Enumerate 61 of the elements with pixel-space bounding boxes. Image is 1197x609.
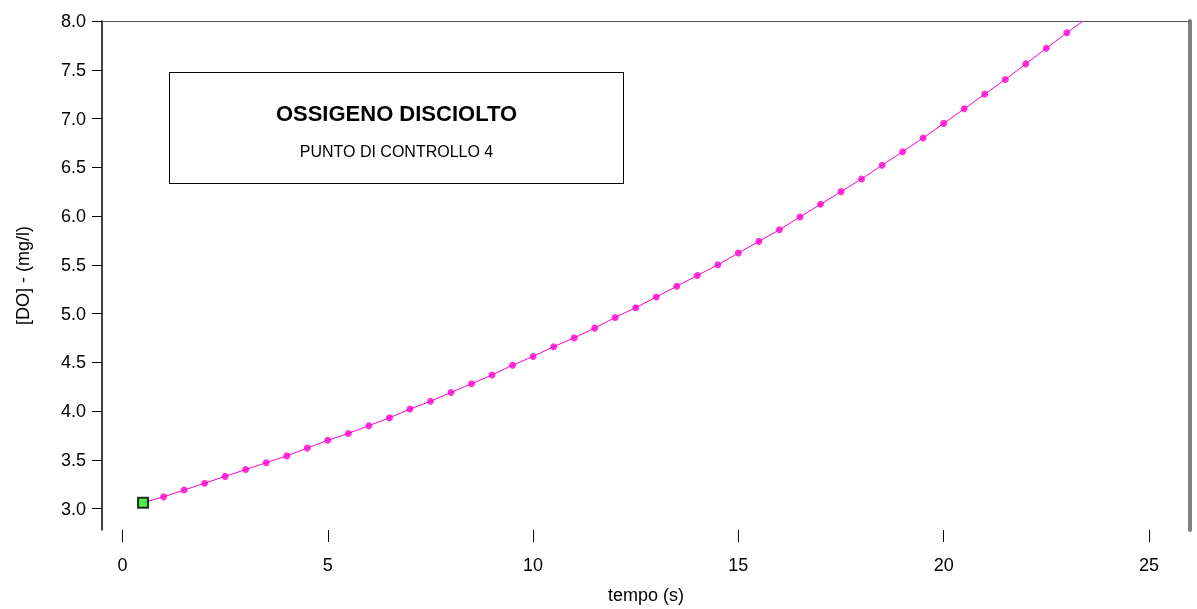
y-tick-label: 7.5 [60, 59, 86, 80]
y-tick-label: 3.0 [60, 498, 86, 519]
point [940, 119, 948, 127]
point [1022, 60, 1030, 68]
point [899, 148, 907, 156]
y-axis-title: [DO] - (mg/l) [13, 226, 33, 325]
point [550, 343, 558, 351]
point [591, 324, 599, 332]
point [344, 429, 352, 437]
point [509, 361, 517, 369]
point [1001, 76, 1009, 83]
point [981, 90, 989, 98]
y-tick-label: 8.0 [60, 11, 86, 31]
point [570, 334, 578, 342]
x-tick-label: 25 [1138, 555, 1159, 575]
y-tick-label: 5.0 [60, 303, 86, 324]
point [817, 200, 824, 208]
point [426, 397, 434, 405]
y-tick-label: 6.5 [60, 157, 86, 178]
x-axis-title: tempo (s) [607, 585, 685, 605]
point [755, 237, 763, 245]
point [960, 105, 968, 113]
text-box: OSSIGENO DISCIOLTO PUNTO DI CONTROLLO 4 [169, 72, 624, 184]
y-tick-label: 3.5 [60, 449, 86, 470]
x-tick-label: 0 [117, 555, 128, 575]
point [714, 261, 722, 269]
point [652, 293, 660, 301]
point [283, 452, 291, 460]
point [201, 479, 209, 487]
point [858, 175, 866, 183]
point [262, 459, 270, 467]
point [1063, 29, 1071, 37]
point [775, 226, 783, 234]
point [529, 352, 537, 360]
point [611, 313, 619, 321]
y-tick-label: 5.5 [60, 254, 86, 275]
point [160, 493, 168, 501]
y-tick-label: 7.0 [60, 108, 86, 129]
y-tick-label: 4.5 [60, 352, 86, 373]
point [221, 472, 229, 480]
point [632, 304, 640, 312]
point [878, 161, 886, 169]
point [734, 249, 742, 257]
point [365, 422, 373, 430]
point [137, 496, 150, 509]
point [673, 282, 681, 290]
point [1042, 44, 1050, 52]
point [303, 444, 311, 452]
point [242, 466, 250, 474]
x-tick-label: 15 [728, 555, 749, 575]
point [324, 436, 332, 444]
point [693, 272, 701, 279]
point [385, 414, 393, 422]
y-tick-label: 4.0 [60, 401, 86, 422]
point [468, 380, 476, 388]
y-tick-label: 6.0 [60, 206, 86, 227]
x-tick-label: 10 [523, 555, 544, 575]
point [837, 188, 845, 196]
point [447, 389, 455, 397]
x-tick-label: 5 [322, 555, 333, 575]
x-tick-label: 20 [933, 555, 954, 575]
